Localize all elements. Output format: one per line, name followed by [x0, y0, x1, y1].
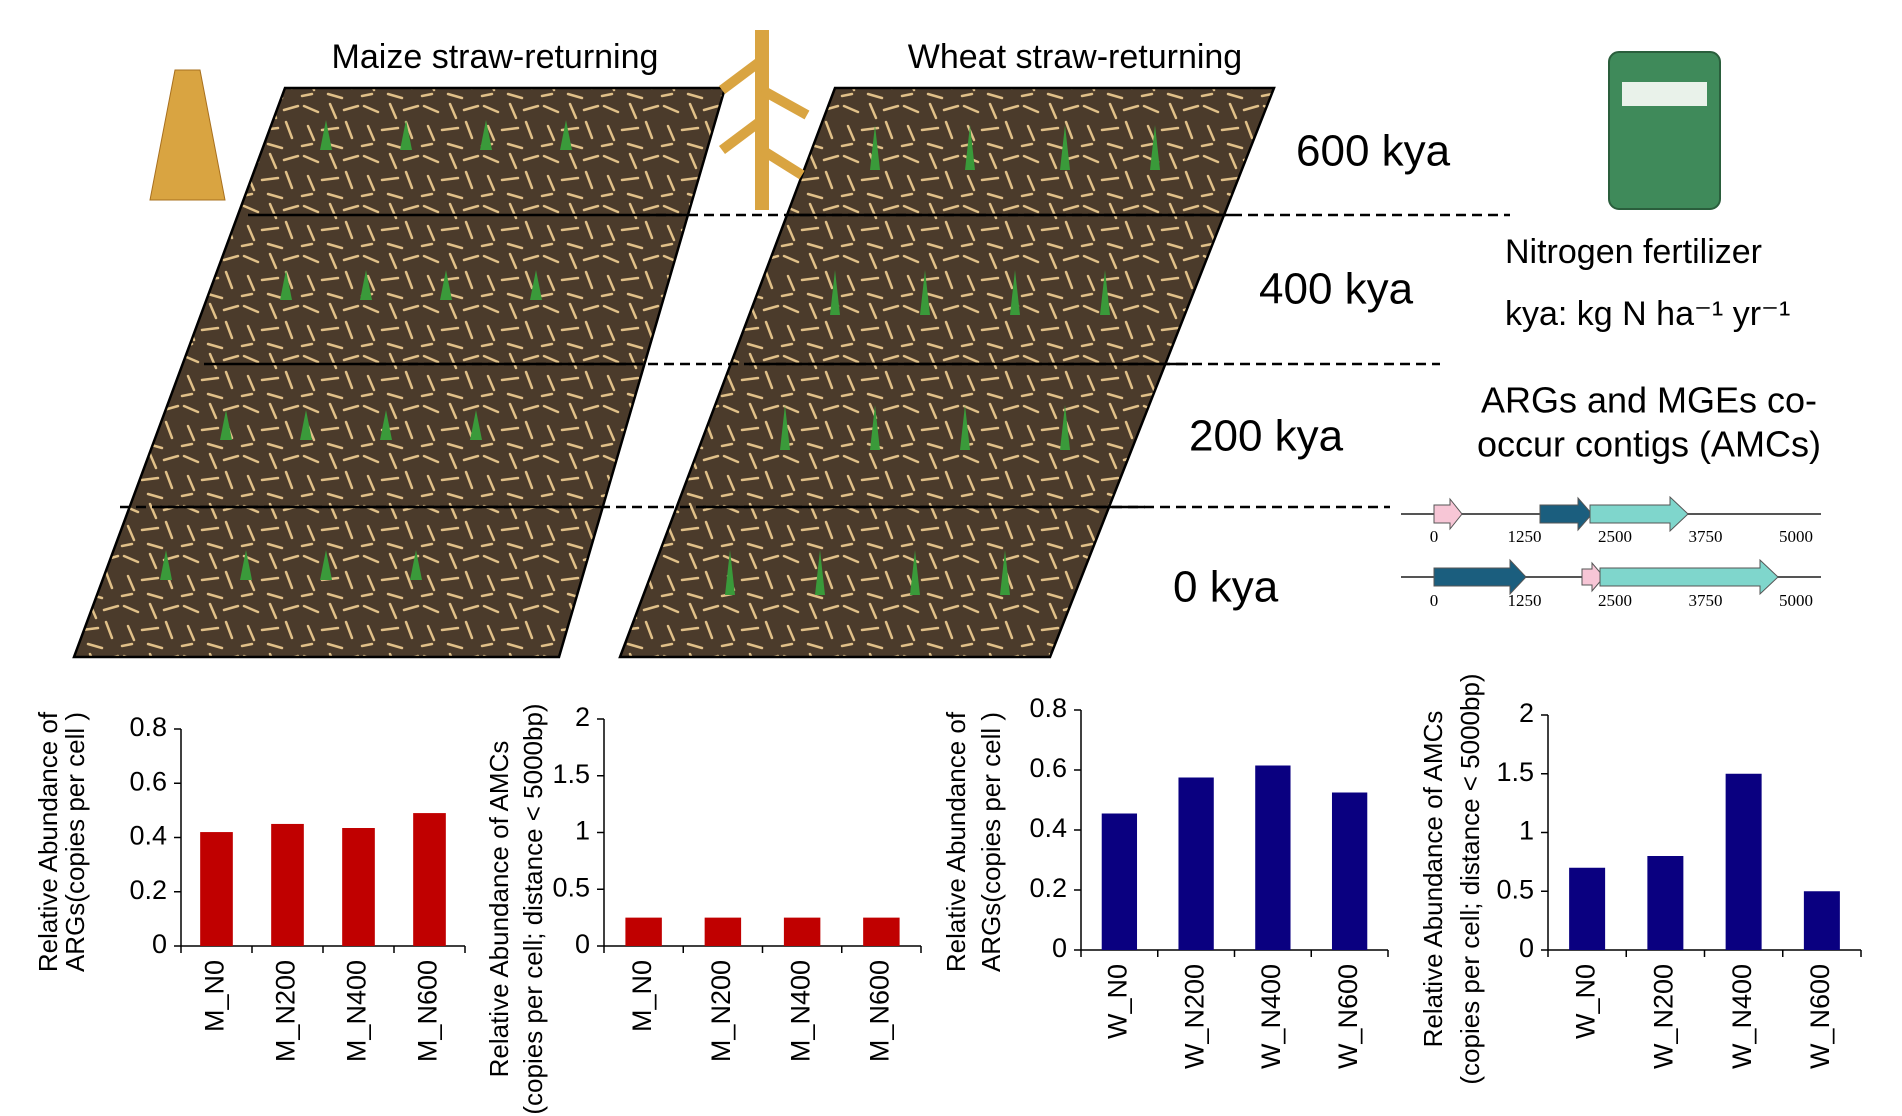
y-tick-label: 0.6: [1029, 753, 1067, 783]
level-label: 600 kya: [1296, 127, 1451, 176]
contig-tick-label: 2500: [1598, 591, 1632, 610]
y-tick-label: 0.8: [1029, 693, 1067, 723]
y-axis-label: ARGs(copies per cell ): [60, 712, 90, 972]
bar: [200, 832, 233, 946]
y-tick-label: 0.6: [129, 766, 167, 796]
x-tick-label: M_N400: [785, 960, 815, 1062]
x-tick-label: W_N400: [1727, 964, 1757, 1069]
x-tick-label: W_N200: [1179, 964, 1209, 1069]
bar: [625, 917, 662, 946]
y-tick-label: 0.5: [1496, 874, 1534, 904]
contig-tick-label: 3750: [1689, 591, 1723, 610]
level-label: 200 kya: [1189, 412, 1344, 461]
y-tick-label: 2: [575, 702, 590, 732]
y-axis-label: (copies per cell; distance < 5000bp): [1455, 673, 1485, 1084]
panel-title: Wheat straw-returning: [908, 38, 1242, 76]
y-tick-label: 0.2: [1029, 873, 1067, 903]
y-tick-label: 0.5: [552, 872, 590, 902]
x-tick-label: W_N200: [1649, 964, 1679, 1069]
field-diagram: [72, 86, 1276, 659]
y-axis-label: Relative Abundance of: [941, 711, 971, 972]
bar: [1803, 891, 1840, 950]
bar: [863, 917, 900, 946]
contig-tick-label: 2500: [1598, 527, 1632, 546]
y-tick-label: 0.2: [129, 875, 167, 905]
x-tick-label: W_N0: [1570, 964, 1600, 1039]
bar: [1331, 792, 1368, 950]
y-axis-label: Relative Abundance of AMCs: [484, 741, 514, 1078]
fertilizer-bag: [1608, 51, 1721, 210]
level-label: 400 kya: [1259, 265, 1414, 314]
bar: [1647, 856, 1684, 950]
y-axis-label: ARGs(copies per cell ): [976, 712, 1006, 972]
y-tick-label: 0.8: [129, 712, 167, 742]
y-tick-label: 0: [575, 929, 590, 959]
y-tick-label: 0: [1052, 933, 1067, 963]
contig-tick-label: 0: [1430, 591, 1439, 610]
bar: [271, 823, 304, 946]
x-tick-label: W_N0: [1103, 964, 1133, 1039]
bar: [1178, 777, 1214, 950]
x-tick-label: W_N600: [1805, 964, 1835, 1069]
y-tick-label: 2: [1519, 698, 1534, 728]
bar: [783, 917, 821, 946]
x-tick-label: M_N0: [627, 960, 657, 1032]
y-tick-label: 0.4: [1029, 813, 1067, 843]
amc-title: ARGs and MGEs co-: [1481, 380, 1817, 421]
bar: [342, 828, 375, 946]
y-tick-label: 1: [575, 816, 590, 846]
straw-icons: [149, 30, 810, 210]
y-tick-label: 0.4: [129, 821, 167, 851]
x-tick-label: M_N600: [413, 960, 443, 1062]
panel-title: Maize straw-returning: [332, 38, 659, 76]
legend-title: Nitrogen fertilizer: [1505, 233, 1762, 271]
bar: [1255, 765, 1291, 950]
y-tick-label: 0: [152, 929, 167, 959]
y-axis-label: Relative Abundance of AMCs: [1418, 711, 1448, 1048]
y-tick-label: 1.5: [552, 759, 590, 789]
y-axis-label: Relative Abundance of: [33, 711, 63, 972]
bar: [704, 917, 742, 946]
level-label: 0 kya: [1173, 563, 1279, 612]
contig-tick-label: 3750: [1689, 527, 1723, 546]
x-tick-label: M_N400: [342, 960, 372, 1062]
x-tick-label: W_N600: [1333, 964, 1363, 1069]
contig-map: [1401, 495, 1821, 596]
x-tick-label: M_N200: [271, 960, 301, 1062]
y-tick-label: 1.5: [1496, 757, 1534, 787]
contig-tick-label: 1250: [1508, 591, 1542, 610]
contig-tick-label: 5000: [1779, 527, 1813, 546]
bar: [1725, 773, 1762, 950]
contig-tick-label: 5000: [1779, 591, 1813, 610]
x-tick-label: M_N0: [200, 960, 230, 1032]
x-tick-label: M_N600: [865, 960, 895, 1062]
y-tick-label: 0: [1519, 933, 1534, 963]
x-tick-label: W_N400: [1256, 964, 1286, 1069]
bar: [413, 813, 446, 946]
bar: [1101, 813, 1138, 950]
contig-tick-label: 1250: [1508, 527, 1542, 546]
bar: [1569, 867, 1606, 950]
x-tick-label: M_N200: [706, 960, 736, 1062]
level-dividers: [120, 213, 1510, 509]
y-tick-label: 1: [1519, 816, 1534, 846]
amc-title: occur contigs (AMCs): [1477, 424, 1821, 465]
y-axis-label: (copies per cell; distance < 5000bp): [518, 703, 548, 1114]
unit-note: kya: kg N ha⁻¹ yr⁻¹: [1505, 295, 1790, 333]
contig-tick-label: 0: [1430, 527, 1439, 546]
